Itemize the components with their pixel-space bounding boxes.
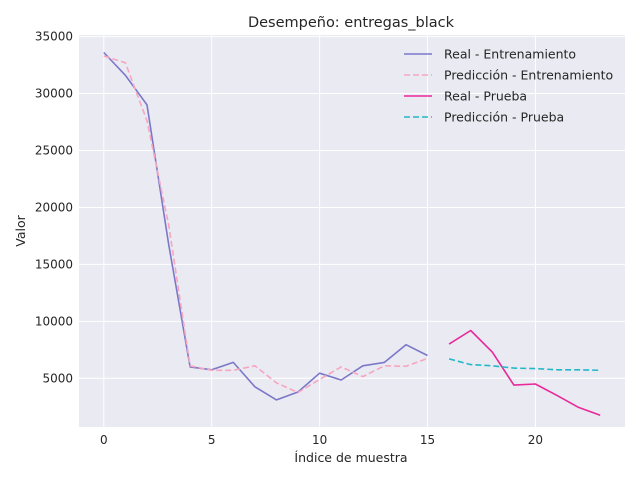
series-group <box>103 51 601 417</box>
y-tick-label: 20000 <box>35 200 73 214</box>
plot-area <box>79 35 625 427</box>
x-tick-label: 0 <box>100 433 108 447</box>
y-axis-label: Valor <box>13 214 28 246</box>
grid <box>79 35 625 427</box>
x-tick-label: 10 <box>312 433 327 447</box>
series-line-4 <box>448 358 601 372</box>
x-axis-label: Índice de muestra <box>294 450 407 465</box>
legend-entry-3: Real - Prueba <box>444 89 527 104</box>
legend-entry-4: Predicción - Prueba <box>444 110 564 125</box>
y-tick-label: 5000 <box>42 371 73 385</box>
y-tick-label: 10000 <box>35 314 73 328</box>
tick-labels: 0 5 10 15 20 5000 10000 15000 20000 25000 30000 350… <box>35 30 543 447</box>
series-line-2 <box>103 55 428 394</box>
y-tick-label: 35000 <box>35 30 73 44</box>
y-tick-label: 30000 <box>35 87 73 101</box>
x-tick-label: 5 <box>208 433 216 447</box>
legend-entry-1: Real - Entrenamiento <box>444 47 576 62</box>
legend: Real - Entrenamiento Predicción - Entrena… <box>404 47 613 125</box>
chart-title: Desempeño: entregas_black <box>248 15 455 31</box>
x-tick-label: 20 <box>528 433 543 447</box>
y-tick-label: 25000 <box>35 143 73 157</box>
x-tick-label: 15 <box>420 433 435 447</box>
legend-entry-2: Predicción - Entrenamiento <box>444 68 613 83</box>
series-line-3 <box>448 329 601 417</box>
y-tick-label: 15000 <box>35 257 73 271</box>
